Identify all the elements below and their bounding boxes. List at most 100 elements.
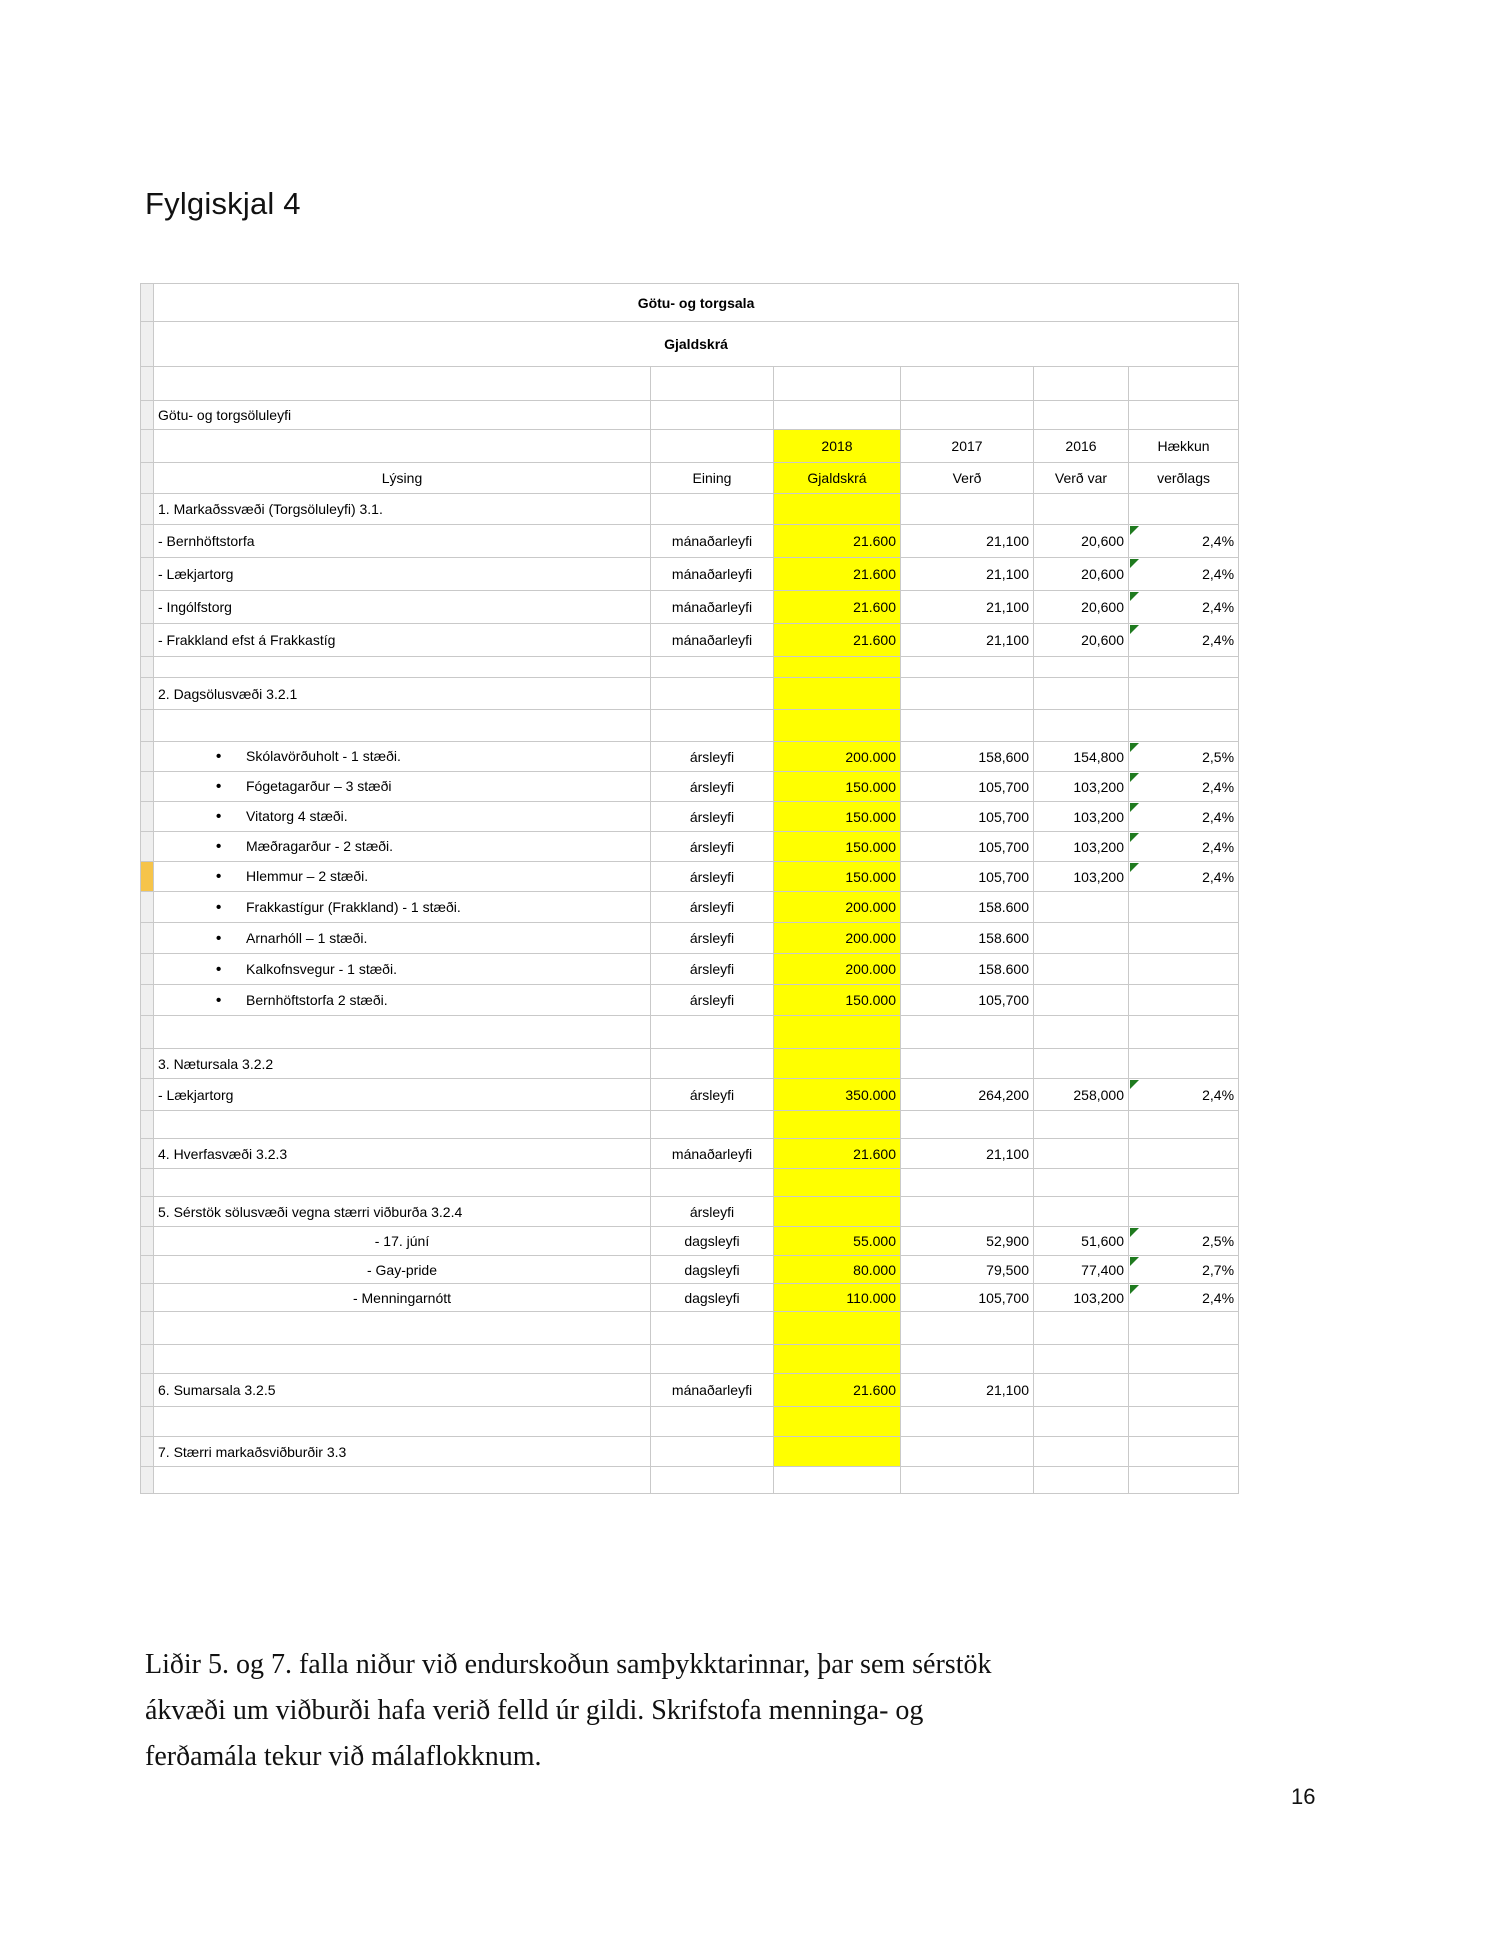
cell-eining	[650, 429, 774, 463]
cell-label: - Bernhöftstorfa	[153, 524, 651, 558]
cell-2018: 21.600	[773, 623, 901, 657]
row-stub	[140, 953, 154, 985]
table-row: • Frakkastígur (Frakkland) - 1 stæði. ársl…	[140, 891, 1240, 923]
cell-2016	[1033, 1196, 1129, 1227]
table-row: Götu- og torgsala	[140, 283, 1240, 322]
table-row: - Frakkland efst á Frakkastíg mánaðarleyf…	[140, 623, 1240, 657]
cell-eining	[650, 656, 774, 678]
cell-2017: 158.600	[900, 953, 1034, 985]
cell-label: • Mæðragarður - 2 stæði.	[153, 831, 651, 862]
cell-2017: 105,700	[900, 984, 1034, 1016]
year-2018: 2018	[773, 429, 901, 463]
cell-label	[153, 1110, 651, 1139]
cell-2017	[900, 1168, 1034, 1197]
row-stub	[140, 1110, 154, 1139]
cell-eining: mánaðarleyfi	[650, 623, 774, 657]
table-row: • Kalkofnsvegur - 1 stæði. ársleyfi 200.000…	[140, 953, 1240, 985]
cell-eining: dagsleyfi	[650, 1283, 774, 1312]
cell-label	[153, 709, 651, 742]
cell-2017: 105,700	[900, 801, 1034, 832]
cell-2017	[900, 656, 1034, 678]
table-row	[140, 1344, 1240, 1374]
cell-label: • Arnarhóll – 1 stæði.	[153, 922, 651, 954]
cell-2017: 158,600	[900, 741, 1034, 772]
table-row: 6. Sumarsala 3.2.5 mánaðarleyfi 21.600 21,1…	[140, 1373, 1240, 1407]
table-row: • Hlemmur – 2 stæði. ársleyfi 150.000 105,70…	[140, 861, 1240, 892]
cell-2018	[773, 1436, 901, 1467]
cell-pct	[1127, 677, 1240, 710]
row-stub	[140, 656, 154, 678]
price-table-body: Götu- og torgsala Gjaldskrá Götu- og torgs…	[140, 283, 1240, 1494]
cell-2016	[1033, 1168, 1129, 1197]
cell-eining	[650, 1344, 774, 1374]
cell-2016: 258,000	[1033, 1078, 1129, 1111]
cell-label	[153, 366, 651, 401]
cell-eining	[650, 1110, 774, 1139]
cell-label: - Menningarnótt	[153, 1283, 651, 1312]
cell-pct: 2,4%	[1127, 1078, 1240, 1111]
cell-pct: 2,4%	[1127, 801, 1240, 832]
row-stub	[140, 1373, 154, 1407]
row-stub	[140, 771, 154, 802]
row-stub	[140, 1168, 154, 1197]
cell-2017	[900, 1466, 1034, 1494]
row-stub	[140, 366, 154, 401]
cell-eining: dagsleyfi	[650, 1255, 774, 1284]
cell-2016: 103,200	[1033, 831, 1129, 862]
cell-label	[153, 1344, 651, 1374]
cell-2016	[1033, 984, 1129, 1016]
cell-2016	[1033, 891, 1129, 923]
cell-eining	[650, 1466, 774, 1494]
cell-eining: ársleyfi	[650, 741, 774, 772]
cell-eining: ársleyfi	[650, 1196, 774, 1227]
cell-2017	[900, 1196, 1034, 1227]
cell-eining: ársleyfi	[650, 1078, 774, 1111]
row-stub	[140, 741, 154, 772]
cell-pct	[1127, 1436, 1240, 1467]
cell-2017	[900, 709, 1034, 742]
cell-2016	[1033, 953, 1129, 985]
cell-2017	[900, 1344, 1034, 1374]
cell-2018: 200.000	[773, 741, 901, 772]
cell-2017	[900, 677, 1034, 710]
table-row: • Bernhöftstorfa 2 stæði. ársleyfi 150.000 1…	[140, 984, 1240, 1016]
cell-pct	[1127, 1196, 1240, 1227]
row-stub	[140, 1466, 154, 1494]
row-stub	[140, 1078, 154, 1111]
footer-paragraph: Liðir 5. og 7. falla niður við endurskoð…	[145, 1642, 991, 1780]
cell-label: - Frakkland efst á Frakkastíg	[153, 623, 651, 657]
header-lysing: Lýsing	[153, 462, 651, 494]
table-title: Götu- og torgsala	[152, 283, 1240, 322]
cell-label: - Gay-pride	[153, 1255, 651, 1284]
table-row	[140, 1015, 1240, 1049]
footer-line-2: ákvæði um viðburði hafa verið felld úr g…	[145, 1695, 924, 1726]
row-stub	[140, 1015, 154, 1049]
cell-label: • Hlemmur – 2 stæði.	[153, 861, 651, 892]
cell-eining: mánaðarleyfi	[650, 1373, 774, 1407]
cell-2018	[773, 677, 901, 710]
cell-2016	[1033, 1344, 1129, 1374]
cell-2016: 103,200	[1033, 861, 1129, 892]
bullet-icon: •	[216, 960, 222, 978]
table-row	[140, 709, 1240, 742]
cell-pct	[1127, 656, 1240, 678]
header-gjaldskra: Gjaldskrá	[773, 462, 901, 494]
cell-pct: 2,7%	[1127, 1255, 1240, 1284]
row-stub	[140, 321, 154, 367]
table-row	[140, 1466, 1240, 1494]
cell-2018	[773, 1344, 901, 1374]
cell-2018: 21.600	[773, 557, 901, 591]
cell-pct	[1127, 1406, 1240, 1437]
row-stub	[140, 283, 154, 322]
header-haekkun: Hækkun	[1127, 429, 1240, 463]
cell-2016: 51,600	[1033, 1226, 1129, 1256]
table-row: • Arnarhóll – 1 stæði. ársleyfi 200.000 158.…	[140, 922, 1240, 954]
cell-pct: 2,4%	[1127, 623, 1240, 657]
cell-pct	[1127, 1311, 1240, 1345]
table-row: - Lækjartorg ársleyfi 350.000 264,200 258,00…	[140, 1078, 1240, 1111]
cell-label: 7. Stærri markaðsviðburðir 3.3	[153, 1436, 651, 1467]
header-verdlags: verðlags	[1127, 462, 1240, 494]
cell-pct	[1127, 400, 1240, 430]
row-stub	[140, 1196, 154, 1227]
cell-2016	[1033, 1048, 1129, 1079]
